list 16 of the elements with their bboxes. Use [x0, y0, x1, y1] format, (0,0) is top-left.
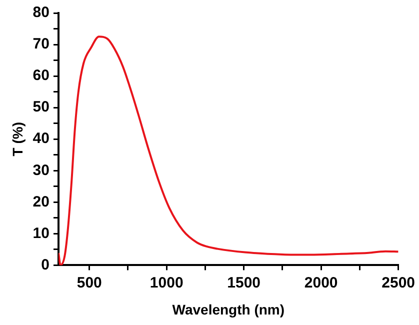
y-tick-label: 60 [32, 67, 50, 84]
x-tick-label: 1000 [150, 274, 184, 292]
y-tick-label: 40 [32, 130, 50, 148]
y-tick-label: 80 [32, 4, 50, 22]
x-tick-label: 2500 [382, 274, 416, 292]
y-tick-label: 0 [41, 256, 50, 274]
y-tick-label: 10 [32, 224, 50, 242]
x-tick-label: 1500 [227, 274, 261, 292]
y-tick-label: 30 [32, 162, 50, 179]
y-tick-label: 20 [32, 193, 50, 210]
y-tick-label: 70 [32, 36, 50, 53]
x-tick-label: 500 [76, 274, 102, 292]
x-axis-title: Wavelength (nm) [172, 301, 285, 318]
x-tick-label: 2000 [304, 274, 338, 292]
y-axis-title: T (%) [9, 122, 26, 156]
y-tick-label: 50 [32, 98, 50, 116]
